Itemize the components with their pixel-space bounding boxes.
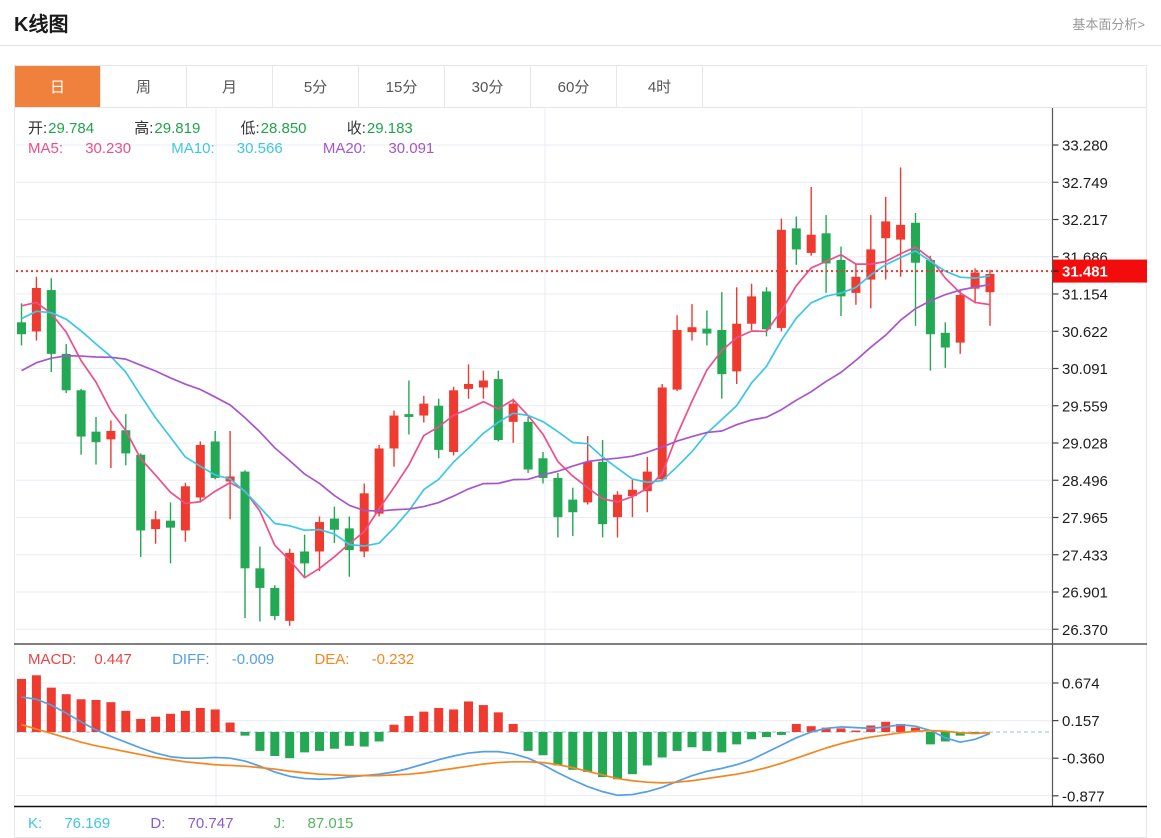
current-price-label bbox=[1052, 259, 1147, 283]
candles-group bbox=[17, 167, 995, 626]
close-label: 收: bbox=[346, 120, 366, 137]
open-value: 29.784 bbox=[48, 120, 95, 137]
ma-legend: MA5: 30.230 MA10: 30.566 MA20: 30.091 bbox=[28, 140, 470, 157]
open-label: 开: bbox=[28, 120, 48, 137]
fundamental-analysis-link[interactable]: 基本面分析> bbox=[1072, 17, 1145, 32]
svg-text:29.028: 29.028 bbox=[1062, 436, 1108, 453]
ma5-line bbox=[21, 246, 991, 579]
j-label: J: bbox=[273, 815, 290, 832]
ma10-label: MA10: bbox=[171, 140, 219, 157]
high-value: 29.819 bbox=[154, 120, 201, 137]
ma5-value: 30.230 bbox=[85, 140, 132, 157]
period-tab-月[interactable]: 月 bbox=[187, 66, 273, 107]
ma5-label: MA5: bbox=[28, 140, 68, 157]
macd-value: 0.447 bbox=[94, 651, 132, 668]
low-label: 低: bbox=[240, 120, 260, 137]
diff-label: DIFF: bbox=[172, 651, 214, 668]
current-price-value: 31.481 bbox=[1062, 264, 1108, 281]
d-value: 70.747 bbox=[187, 815, 234, 832]
svg-text:27.433: 27.433 bbox=[1062, 547, 1108, 564]
page-title: K线图 bbox=[14, 14, 69, 36]
header-divider bbox=[0, 45, 1161, 46]
period-tab-30分[interactable]: 30分 bbox=[445, 66, 531, 107]
ma20-line bbox=[21, 283, 991, 512]
dea-label: DEA: bbox=[314, 651, 354, 668]
svg-text:29.559: 29.559 bbox=[1062, 398, 1108, 415]
ohlc-legend: 开:29.784 高:29.819 低:28.850 收:29.183 bbox=[28, 117, 449, 138]
svg-text:0.157: 0.157 bbox=[1062, 713, 1100, 730]
svg-text:-0.360: -0.360 bbox=[1062, 751, 1105, 768]
svg-text:31.154: 31.154 bbox=[1062, 287, 1108, 304]
svg-text:0.674: 0.674 bbox=[1062, 676, 1100, 693]
dea-value: -0.232 bbox=[371, 651, 415, 668]
ma20-label: MA20: bbox=[322, 140, 371, 157]
k-value: 76.169 bbox=[64, 815, 111, 832]
svg-text:28.496: 28.496 bbox=[1062, 473, 1108, 490]
ma20-value: 30.091 bbox=[388, 140, 435, 157]
diff-value: -0.009 bbox=[231, 651, 275, 668]
macd-legend: MACD: 0.447 DIFF: -0.009 DEA: -0.232 bbox=[28, 651, 450, 668]
svg-text:30.091: 30.091 bbox=[1062, 361, 1108, 378]
period-tab-4时[interactable]: 4时 bbox=[617, 66, 703, 107]
svg-text:26.370: 26.370 bbox=[1062, 622, 1108, 639]
d-label: D: bbox=[150, 815, 170, 832]
period-tab-周[interactable]: 周 bbox=[101, 66, 187, 107]
period-tab-日[interactable]: 日 bbox=[15, 66, 101, 107]
k-label: K: bbox=[28, 815, 47, 832]
svg-text:30.622: 30.622 bbox=[1062, 324, 1108, 341]
svg-text:32.217: 32.217 bbox=[1062, 212, 1108, 229]
svg-text:33.280: 33.280 bbox=[1062, 138, 1108, 155]
macd-label: MACD: bbox=[28, 651, 77, 668]
svg-text:26.901: 26.901 bbox=[1062, 585, 1108, 602]
period-tab-60分[interactable]: 60分 bbox=[531, 66, 617, 107]
svg-text:-0.877: -0.877 bbox=[1062, 788, 1105, 805]
dea-line bbox=[21, 723, 991, 784]
ma10-line bbox=[21, 250, 991, 547]
svg-text:32.749: 32.749 bbox=[1062, 175, 1108, 192]
kdj-legend: K: 76.169 D: 70.747 J: 87.015 bbox=[28, 815, 389, 832]
ma10-value: 30.566 bbox=[236, 140, 283, 157]
j-value: 87.015 bbox=[307, 815, 354, 832]
close-value: 29.183 bbox=[366, 120, 413, 137]
low-value: 28.850 bbox=[260, 120, 307, 137]
high-label: 高: bbox=[134, 120, 154, 137]
period-tab-5分[interactable]: 5分 bbox=[273, 66, 359, 107]
diff-line bbox=[21, 696, 991, 797]
period-tabs: 日周月 5分 15分 30分 60分 4时 bbox=[14, 65, 1147, 108]
period-tab-15分[interactable]: 15分 bbox=[359, 66, 445, 107]
svg-text:27.965: 27.965 bbox=[1062, 510, 1108, 527]
